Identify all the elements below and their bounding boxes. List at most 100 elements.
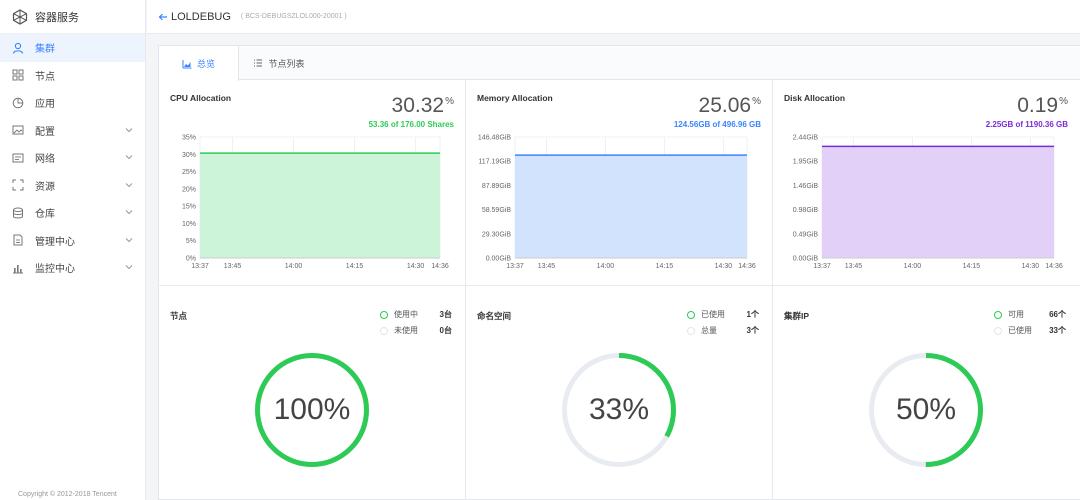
x-tick-label: 14:15 [963, 263, 981, 270]
y-tick-label: 1.95GiB [793, 159, 819, 166]
x-tick-label: 14:36 [1045, 263, 1063, 270]
stat-title: 节点 [170, 311, 188, 321]
back-arrow-icon[interactable] [158, 12, 168, 22]
sidebar-item-label: 资源 [35, 181, 55, 193]
legend-dot-icon [687, 326, 695, 335]
y-tick-label: 30% [182, 152, 196, 159]
y-tick-label: 87.89GiB [482, 183, 512, 190]
x-tick-label: 14:15 [346, 263, 364, 270]
chevron-down-icon [125, 182, 133, 187]
y-tick-label: 25% [182, 169, 196, 176]
area-fill [515, 155, 747, 258]
legend-row: 已使用 1个 [687, 309, 759, 320]
donut-percent: 33% [588, 393, 650, 426]
legend-row: 可用 66个 [994, 309, 1066, 320]
sidebar-item-label: 配置 [35, 126, 55, 138]
sidebar-item-monitoring[interactable]: 监控中心 [0, 254, 145, 282]
chevron-down-icon [125, 265, 133, 270]
sidebar-item-repository[interactable]: 仓库 [0, 199, 145, 227]
x-tick-label: 14:36 [738, 263, 756, 270]
memory-area-chart: 0.00GiB 29.30GiB 58.59GiB 87.89GiB 117.19GiB… [478, 135, 756, 271]
sidebar-item-apps[interactable]: 应用 [0, 89, 145, 117]
area-chart-icon [182, 59, 192, 68]
y-tick-label: 0.00GiB [793, 256, 819, 263]
cluster-id: ( BCS-DEBUGSZLOL000-20001 ) [240, 13, 347, 20]
sidebar-item-cluster[interactable]: 集群 [0, 34, 145, 62]
legend-value: 1个 [746, 310, 759, 319]
y-tick-label: 10% [182, 221, 196, 228]
chart-value-unit: % [1059, 96, 1068, 107]
nodes-donut [255, 353, 369, 467]
chart-title: Memory Allocation [477, 93, 553, 103]
tab-label: 总览 [196, 59, 215, 69]
legend-dot-icon [380, 326, 388, 335]
donut-percent: 100% [273, 393, 351, 426]
chevron-down-icon [125, 155, 133, 160]
x-tick-label: 14:36 [431, 263, 449, 270]
chart-subtitle: 53.36 of 176.00 Shares [368, 120, 454, 129]
tab-node-list[interactable]: 节点列表 [239, 46, 319, 80]
sidebar-item-nodes[interactable]: 节点 [0, 62, 145, 90]
sidebar-item-label: 集群 [35, 44, 55, 56]
area-fill [200, 153, 440, 258]
chart-value: 0.19% [1017, 94, 1068, 118]
namespaces-donut [562, 353, 676, 467]
page-header: LOLDEBUG ( BCS-DEBUGSZLOL000-20001 ) [147, 0, 1080, 34]
legend-value: 66个 [1049, 310, 1066, 319]
y-tick-label: 29.30GiB [482, 231, 512, 238]
chart-value-unit: % [445, 96, 454, 107]
x-tick-label: 14:15 [656, 263, 674, 270]
y-tick-label: 0.00GiB [486, 256, 512, 263]
y-tick-label: 58.59GiB [482, 207, 512, 214]
x-tick-label: 13:37 [813, 263, 831, 270]
legend-row: 总量 3个 [687, 325, 759, 336]
x-tick-label: 13:45 [538, 263, 556, 270]
x-tick-label: 13:37 [506, 263, 524, 270]
stat-title: 命名空间 [477, 311, 512, 321]
chart-subtitle: 124.56GB of 496.96 GB [673, 120, 761, 129]
sidebar-item-label: 监控中心 [35, 264, 75, 276]
copyright: Copyright © 2012-2018 Tencent [18, 491, 117, 498]
legend-dot-icon [687, 310, 695, 319]
document-icon [12, 234, 24, 246]
x-tick-label: 14:00 [597, 263, 615, 270]
y-tick-label: 0% [186, 256, 196, 263]
brand[interactable]: 容器服务 [0, 0, 145, 34]
sidebar-item-label: 仓库 [35, 209, 55, 221]
y-tick-label: 1.46GiB [793, 183, 819, 190]
legend-label: 已使用 [1008, 326, 1032, 335]
y-tick-label: 0.49GiB [793, 231, 819, 238]
cluster-name: LOLDEBUG [171, 10, 231, 23]
tab-overview[interactable]: 总览 [159, 46, 239, 81]
row-divider [158, 285, 1080, 286]
y-tick-label: 0.98GiB [793, 207, 819, 214]
column-divider [772, 80, 773, 500]
resource-icon [12, 179, 24, 191]
user-icon [12, 42, 24, 54]
pie-icon [12, 97, 24, 109]
container-logo-icon [12, 8, 28, 25]
chevron-down-icon [125, 237, 133, 242]
bar-chart-icon [12, 262, 24, 274]
sidebar-item-management[interactable]: 管理中心 [0, 227, 145, 255]
cluster-ip-donut [869, 353, 983, 467]
sidebar-item-config[interactable]: 配置 [0, 117, 145, 145]
x-tick-label: 13:45 [224, 263, 242, 270]
legend-value: 3个 [746, 326, 759, 335]
list-icon [254, 59, 263, 67]
sidebar-item-resources[interactable]: 资源 [0, 172, 145, 200]
chart-value-number: 25.06 [698, 94, 752, 117]
x-tick-label: 14:30 [715, 263, 733, 270]
y-tick-label: 15% [182, 204, 196, 211]
legend-row: 已使用 33个 [994, 325, 1066, 336]
sidebar-item-label: 节点 [35, 71, 55, 83]
column-divider [465, 80, 466, 500]
cpu-area-chart: 0% 5% 10% 15% 20% 25% 30% 35% 13:37 13:45 14:00 14:… [182, 135, 449, 271]
image-icon [12, 124, 24, 136]
x-tick-label: 13:45 [845, 263, 863, 270]
legend-label: 使用中 [394, 310, 418, 319]
legend-label: 已使用 [701, 310, 725, 319]
sidebar-item-network[interactable]: 网络 [0, 144, 145, 172]
network-icon [12, 152, 24, 164]
chart-value: 25.06% [699, 94, 761, 118]
